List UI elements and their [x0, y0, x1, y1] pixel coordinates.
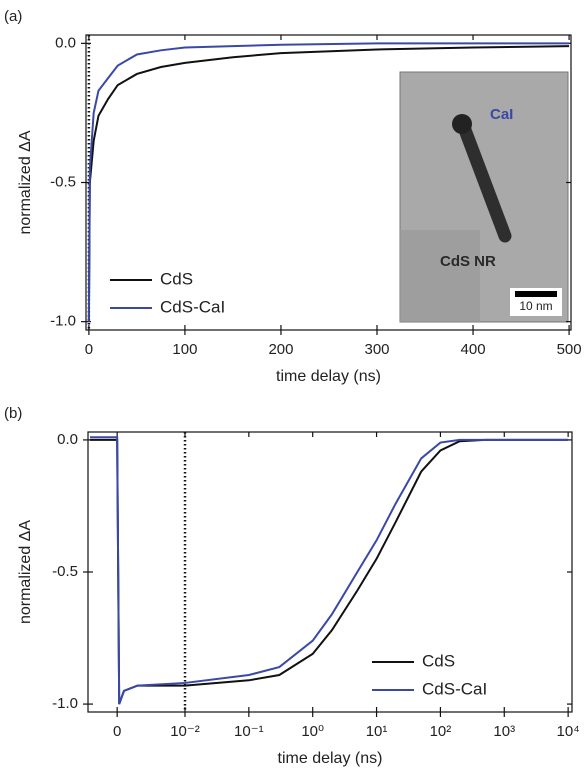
y-tick-label: 0.0 [57, 431, 78, 448]
inset-image: CaI CdS NR 10 nm [399, 71, 569, 323]
inset-label: CaI [490, 106, 513, 123]
y-tick-label: -1.0 [50, 313, 76, 330]
legend-label: CdS-CaI [422, 679, 487, 698]
panel-label: (b) [4, 405, 22, 422]
y-tick-label: -1.0 [52, 695, 78, 712]
inset-shade [400, 230, 480, 322]
legend-label: CdS-CaI [160, 297, 225, 316]
y-tick-label: 0.0 [55, 34, 76, 51]
x-tick-label: 300 [364, 341, 389, 358]
data-line [87, 42, 570, 322]
panel: (a) CaI CdS NR 10 nm 0.0 -0.5 -1.0 0 100 200 300 40… [4, 8, 582, 385]
y-axis-label: normalized ΔA [17, 520, 34, 624]
data-line [90, 438, 569, 705]
x-tick-label: 400 [461, 341, 486, 358]
scale-bar [515, 291, 557, 297]
x-tick-label: 10¹ [366, 723, 388, 740]
x-tick-label: 0 [85, 341, 93, 358]
y-tick-label: -0.5 [52, 563, 78, 580]
x-tick-label: 500 [557, 341, 582, 358]
x-tick-label: 10⁰ [301, 723, 324, 740]
x-tick-label: 0 [113, 723, 121, 740]
x-tick-label: 100 [172, 341, 197, 358]
scale-bar-label: 10 nm [519, 299, 552, 313]
data-line [90, 436, 569, 705]
x-axis-label: time delay (ns) [276, 368, 381, 385]
nanorod [455, 115, 512, 243]
legend-label: CdS [160, 269, 193, 288]
y-tick-label: -0.5 [50, 173, 76, 190]
x-tick-label: 200 [268, 341, 293, 358]
x-tick-label: 10² [430, 723, 452, 740]
plot-frame [87, 431, 573, 713]
panel: (b) 0.0 -0.5 -1.0 0 10⁻² 10⁻¹ 10⁰ 10¹ 10² 10³ 10⁴ ti… [4, 405, 580, 767]
x-tick-label: 10³ [493, 723, 515, 740]
data-line [87, 45, 570, 322]
nanorod-tip [452, 114, 472, 134]
x-tick-label: 10⁻² [170, 723, 200, 740]
y-axis-label: normalized ΔA [17, 130, 34, 234]
x-axis-label: time delay (ns) [278, 750, 383, 767]
legend-label: CdS [422, 651, 455, 670]
inset-label: CdS NR [440, 253, 496, 270]
x-tick-label: 10⁴ [557, 723, 580, 740]
panel-label: (a) [4, 8, 22, 25]
x-tick-label: 10⁻¹ [234, 723, 264, 740]
